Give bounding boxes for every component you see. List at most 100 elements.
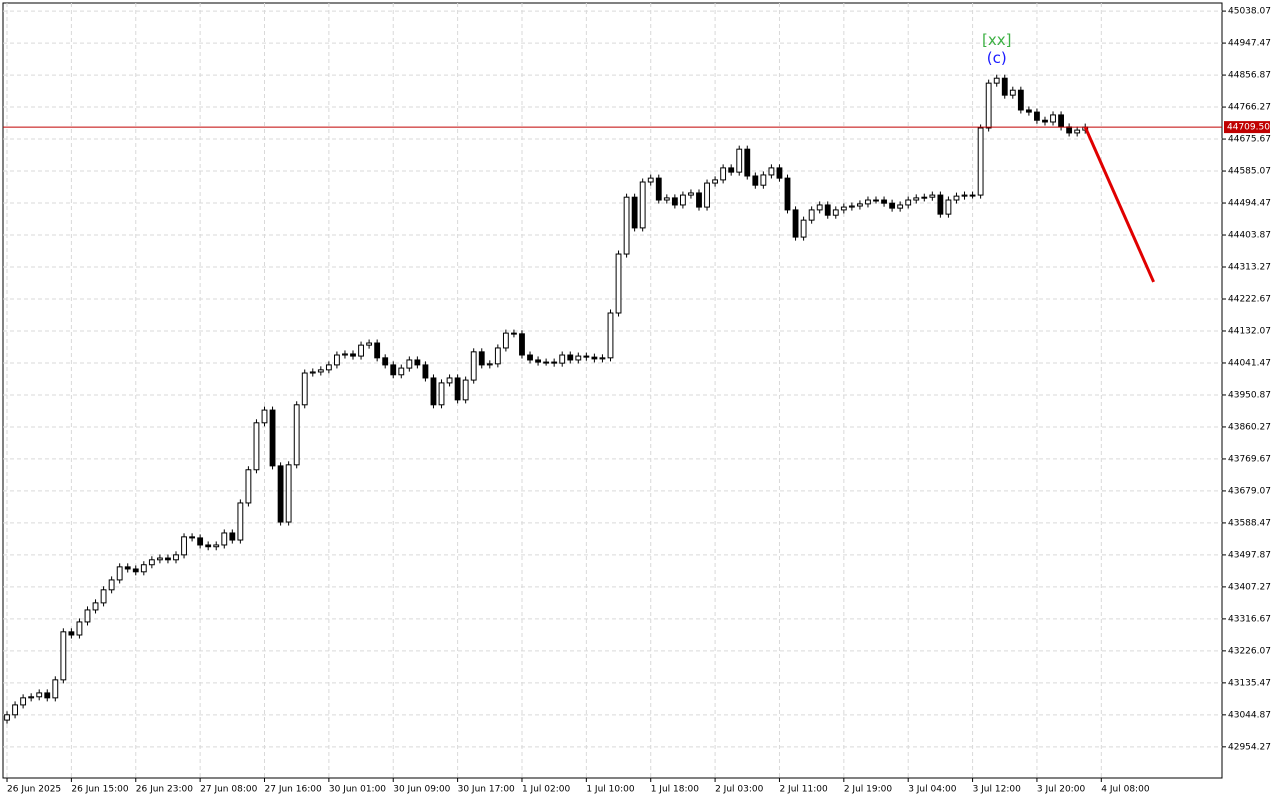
x-tick-label: 4 Jul 08:00 — [1101, 785, 1150, 795]
candle-body — [52, 679, 59, 699]
candle-body — [76, 621, 83, 636]
candle-body — [197, 537, 204, 546]
candle-body — [277, 465, 284, 523]
y-tick-label: 44494.47 — [1228, 199, 1271, 209]
candle-body — [535, 359, 541, 363]
candle-body — [390, 364, 397, 376]
candle-body — [502, 332, 509, 349]
candle-body — [639, 181, 646, 229]
candle-body — [470, 351, 477, 381]
candle-body — [366, 342, 373, 346]
y-tick-label: 43588.47 — [1228, 518, 1271, 528]
x-tick-label: 27 Jun 08:00 — [200, 785, 257, 795]
candle-body — [591, 356, 598, 360]
x-tick-label: 2 Jul 11:00 — [779, 785, 828, 795]
candle-body — [865, 199, 871, 205]
y-tick-label: 44041.47 — [1228, 358, 1271, 368]
candle-body — [36, 692, 43, 698]
y-tick-label: 44585.07 — [1228, 167, 1271, 177]
wave-label: (c) — [987, 49, 1007, 67]
candle-body — [1017, 89, 1024, 111]
candle-body — [631, 196, 638, 229]
candle-body — [728, 167, 735, 173]
x-tick-label: 1 Jul 10:00 — [586, 785, 635, 795]
candle-body — [969, 194, 976, 197]
candle-body — [1009, 89, 1016, 96]
candle-body — [623, 196, 630, 255]
wave-label: [xx] — [982, 31, 1011, 49]
candle-body — [929, 194, 936, 198]
candle-body — [1025, 109, 1032, 113]
candle-body — [205, 544, 212, 548]
candle-body — [301, 372, 308, 406]
candle-body — [1074, 129, 1081, 134]
y-tick-label: 43497.87 — [1228, 550, 1271, 560]
candle-body — [213, 544, 220, 548]
candle-body — [945, 199, 952, 215]
candle-body — [342, 353, 348, 356]
candle-body — [792, 209, 799, 238]
x-tick-label: 1 Jul 02:00 — [522, 785, 571, 795]
y-tick-label: 43950.87 — [1228, 390, 1271, 400]
candle-body — [527, 354, 533, 361]
candle-body — [494, 347, 501, 365]
x-tick-label: 1 Jul 18:00 — [651, 785, 700, 795]
candle-body — [688, 192, 694, 196]
candle-body — [696, 192, 702, 208]
projection-line — [1083, 126, 1155, 283]
x-tick-label: 26 Jun 2025 — [7, 785, 61, 795]
candle-body — [744, 148, 751, 177]
y-tick-label: 43226.07 — [1228, 646, 1271, 656]
x-tick-label: 3 Jul 04:00 — [908, 785, 957, 795]
y-tick-label: 43316.67 — [1228, 614, 1271, 624]
candle-body — [519, 333, 525, 356]
x-tick-label: 26 Jun 23:00 — [136, 785, 193, 795]
y-tick-label: 43860.27 — [1228, 422, 1271, 432]
candle-body — [148, 559, 155, 566]
candle-body — [768, 167, 775, 176]
candle-body — [559, 354, 566, 364]
y-tick-label: 44222.67 — [1228, 294, 1271, 304]
candle-body — [358, 344, 364, 357]
candle-body — [655, 177, 662, 201]
candle-body — [679, 194, 686, 206]
candle-body — [108, 579, 115, 591]
candle-body — [374, 342, 381, 359]
candle-body — [1001, 77, 1008, 96]
x-tick-label: 30 Jun 17:00 — [458, 785, 515, 795]
y-tick-label: 43044.87 — [1228, 710, 1271, 720]
x-tick-label: 27 Jun 16:00 — [265, 785, 322, 795]
candle-body — [897, 204, 904, 209]
candle-body — [245, 469, 252, 504]
candle-body — [140, 564, 147, 573]
x-tick-label: 2 Jul 19:00 — [844, 785, 893, 795]
candle-body — [921, 196, 928, 199]
x-tick-label: 2 Jul 03:00 — [715, 785, 764, 795]
candle-body — [156, 557, 163, 561]
candle-body — [165, 557, 171, 561]
y-tick-label: 42954.27 — [1228, 742, 1271, 752]
candle-body — [993, 77, 1000, 84]
y-tick-label: 44766.27 — [1228, 103, 1271, 113]
candle-body — [1042, 119, 1048, 123]
candle-body — [857, 203, 863, 207]
candle-body — [446, 377, 453, 384]
candle-body — [543, 361, 550, 364]
candle-body — [1058, 114, 1064, 128]
candle-body — [293, 404, 300, 466]
candle-body — [173, 554, 179, 561]
candle-body — [317, 369, 324, 373]
candle-body — [221, 532, 228, 546]
x-tick-label: 30 Jun 01:00 — [329, 785, 386, 795]
candle-body — [511, 332, 517, 335]
candle-body — [124, 566, 131, 570]
candle-body — [438, 382, 445, 406]
price-tag — [1224, 121, 1270, 134]
candle-body — [84, 609, 91, 623]
candle-body — [325, 364, 332, 371]
candle-body — [840, 206, 847, 211]
candle-body — [486, 363, 493, 366]
candle-body — [816, 204, 823, 211]
x-tick-label: 26 Jun 15:00 — [71, 785, 128, 795]
y-tick-label: 43679.07 — [1228, 486, 1271, 496]
